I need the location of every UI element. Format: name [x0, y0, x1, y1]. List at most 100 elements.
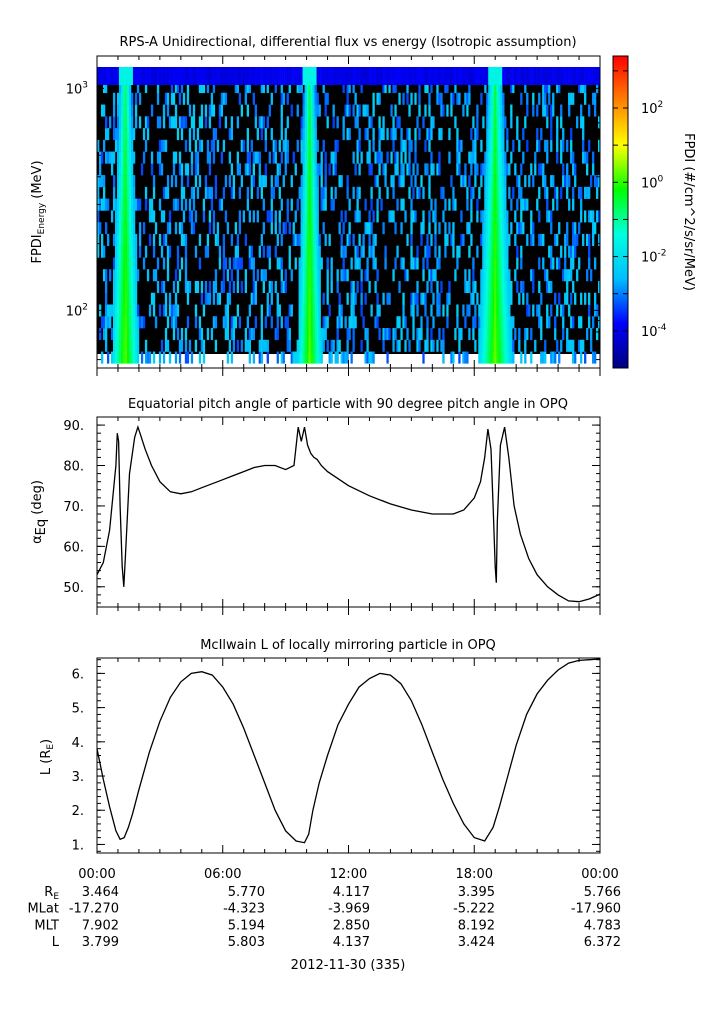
spectrogram-cell — [300, 151, 303, 164]
spectrogram-cell — [484, 257, 487, 270]
spectrogram-cell — [118, 292, 122, 305]
spectrogram-cell — [428, 92, 431, 105]
spectrogram-cell — [124, 316, 128, 329]
spectrogram-cell — [438, 163, 441, 176]
spectrogram-cell — [246, 198, 249, 211]
spectrogram-cell — [99, 163, 102, 176]
spectrogram-cell — [460, 139, 463, 152]
spectrogram-cell — [206, 151, 210, 164]
spectrogram-cell — [136, 339, 140, 352]
spectrogram-cell — [526, 104, 529, 117]
spectrogram-cell — [416, 304, 419, 317]
spectrogram-cell — [186, 92, 190, 105]
spectrogram-cell — [118, 257, 122, 270]
spectrogram-cell — [370, 222, 373, 235]
spectrogram-cell — [222, 269, 226, 282]
spectrogram-cell — [426, 257, 429, 270]
spectrogram-top-channel-cell — [180, 67, 184, 85]
spectrogram-cell — [122, 292, 126, 305]
spectrogram-cell — [210, 92, 214, 105]
spectrogram-cell — [370, 163, 373, 176]
spectrogram-top-channel-cell — [542, 67, 545, 85]
spectrogram-cell — [148, 304, 152, 317]
spectrogram-cell — [488, 269, 491, 282]
spectrogram-cell — [122, 175, 126, 188]
spectrogram-cell — [308, 175, 311, 188]
ephemeris-row-label: L — [52, 935, 60, 950]
spectrogram-cell — [352, 81, 355, 94]
spectrogram-cell — [174, 351, 178, 364]
spectrogram-top-channel-cell — [206, 67, 210, 85]
spectrogram-top-channel-cell — [128, 67, 132, 85]
spectrogram-top-channel-cell — [378, 67, 381, 85]
spectrogram-cell — [544, 92, 547, 105]
spectrogram-cell — [382, 222, 385, 235]
spectrogram-cell — [344, 351, 347, 364]
spectrogram-cell — [498, 316, 501, 329]
spectrogram-cell — [580, 81, 583, 94]
spectrogram-cell — [158, 116, 162, 129]
spectrogram-cell — [400, 175, 403, 188]
spectrogram-cell — [302, 351, 305, 364]
ephemeris-value: -3.969 — [328, 902, 370, 917]
spectrogram-cell — [354, 92, 357, 105]
spectrogram-cell — [206, 292, 210, 305]
spectrogram-cell — [282, 351, 285, 364]
spectrogram-cell — [314, 245, 317, 258]
spectrogram-top-channel-cell — [334, 67, 337, 85]
spectrogram-cell — [404, 139, 407, 152]
spectrogram-cell — [482, 210, 485, 223]
spectrogram-cell — [102, 198, 106, 211]
spectrogram-cell — [554, 186, 557, 199]
spectrogram-cell — [126, 104, 130, 117]
spectrogram-top-channel-cell — [462, 67, 465, 85]
spectrogram-cell — [496, 280, 499, 294]
spectrogram-cell — [434, 269, 437, 282]
spectrogram-cell — [488, 151, 491, 164]
spectrogram-cell — [496, 175, 499, 188]
spectrogram-cell — [122, 151, 126, 164]
colorbar-frame — [612, 55, 629, 369]
spectrogram-cell — [318, 269, 321, 282]
spectrogram-cell — [186, 351, 190, 364]
spectrogram-cell — [482, 280, 485, 294]
spectrogram-cell — [238, 222, 242, 235]
spectrogram-cell — [106, 151, 110, 164]
spectrogram-cell — [494, 222, 497, 235]
spectrogram-cell — [566, 280, 569, 294]
spectrogram-cell — [324, 92, 327, 105]
spectrogram-cell — [488, 292, 491, 305]
spectrogram-cell — [310, 128, 313, 141]
spectrogram-top-channel-cell — [324, 67, 327, 85]
spectrogram-top-channel-cell — [242, 67, 246, 85]
spectrogram-cell — [208, 222, 212, 235]
spectrogram-cell — [590, 328, 593, 341]
spectrogram-cell — [284, 269, 287, 282]
spectrogram-cell — [500, 245, 503, 258]
spectrogram-cell — [128, 339, 132, 352]
spectrogram-cell — [120, 339, 124, 352]
spectrogram-cell — [162, 116, 166, 129]
spectrogram-cell — [304, 257, 307, 270]
spectrogram-cell — [118, 151, 122, 164]
spectrogram-cell — [494, 139, 497, 152]
spectrogram-cell — [354, 163, 357, 176]
spectrogram-cell — [146, 128, 150, 141]
spectrogram-cell — [448, 222, 451, 235]
spectrogram-top-channel-cell — [528, 67, 531, 85]
spectrogram-cell — [370, 186, 373, 199]
spectrogram-cell — [152, 186, 156, 199]
spectrogram-cell — [164, 339, 168, 352]
spectrogram-cell — [552, 175, 555, 188]
spectrogram-cell — [118, 328, 122, 341]
spectrogram-top-channel-cell — [338, 67, 341, 85]
spectrogram-cell — [502, 198, 505, 211]
spectrogram-cell — [426, 245, 429, 258]
spectrogram-top-channel-cell — [550, 67, 553, 85]
spectrogram-cell — [438, 222, 441, 235]
spectrogram-cell — [508, 292, 511, 305]
spectrogram-cell — [414, 257, 417, 270]
spectrogram-cell — [320, 339, 323, 352]
spectrogram-cell — [414, 139, 417, 152]
ephemeris-value: 4.783 — [584, 918, 621, 933]
